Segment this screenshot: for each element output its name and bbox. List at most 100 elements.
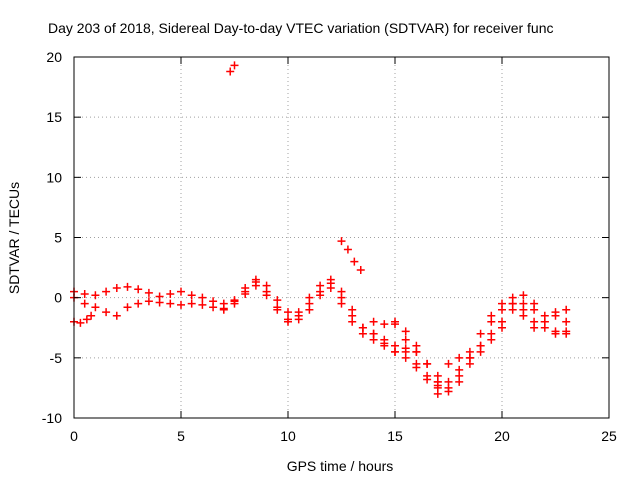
data-point xyxy=(498,323,506,332)
data-point xyxy=(476,329,485,338)
data-point xyxy=(284,308,292,317)
data-point xyxy=(519,291,528,300)
data-point xyxy=(487,335,496,344)
data-point xyxy=(187,291,196,300)
data-point xyxy=(412,363,421,372)
data-point xyxy=(102,308,111,317)
data-point xyxy=(91,303,100,312)
data-point xyxy=(230,299,239,308)
data-point xyxy=(423,375,432,384)
grid xyxy=(74,57,609,418)
data-point xyxy=(358,323,367,332)
data-point xyxy=(326,284,335,293)
data-point xyxy=(369,317,378,326)
data-point xyxy=(134,285,143,294)
data-point xyxy=(112,311,121,320)
series-segment-4 xyxy=(391,320,442,386)
data-point xyxy=(134,299,143,308)
series-segment-3 xyxy=(337,237,365,274)
data-point xyxy=(423,359,432,368)
data-point xyxy=(337,237,346,246)
data-point xyxy=(251,275,260,284)
data-point xyxy=(198,293,207,302)
data-point xyxy=(177,300,185,309)
data-point xyxy=(82,315,91,324)
data-point xyxy=(530,299,539,308)
data-point xyxy=(177,287,185,296)
data-point xyxy=(444,377,453,386)
data-layer xyxy=(70,61,571,398)
x-tick-label: 0 xyxy=(70,428,78,444)
chart-title: Day 203 of 2018, Sidereal Day-to-day VTE… xyxy=(48,20,554,36)
data-point xyxy=(498,299,506,308)
data-point xyxy=(337,299,346,308)
data-point xyxy=(551,327,560,336)
data-point xyxy=(87,311,96,320)
data-point xyxy=(348,317,357,326)
data-point xyxy=(412,347,421,356)
data-point xyxy=(562,317,571,326)
data-point xyxy=(209,303,218,312)
series-track-d xyxy=(369,299,571,392)
data-point xyxy=(350,257,359,266)
data-point xyxy=(219,305,228,314)
data-point xyxy=(155,298,164,307)
data-point xyxy=(316,291,325,300)
data-point xyxy=(273,305,282,314)
data-point xyxy=(562,305,571,314)
x-tick-label: 25 xyxy=(601,428,617,444)
data-point xyxy=(284,317,292,326)
data-point xyxy=(465,359,474,368)
data-point xyxy=(380,339,389,348)
data-point xyxy=(144,297,153,306)
x-tick-label: 15 xyxy=(387,428,403,444)
series-track-g xyxy=(455,291,571,386)
data-point xyxy=(401,327,410,336)
data-point xyxy=(540,317,549,326)
data-point xyxy=(294,315,303,324)
data-point xyxy=(391,347,399,356)
y-tick-label: 10 xyxy=(46,169,62,185)
data-point xyxy=(519,311,528,320)
data-point xyxy=(337,287,346,296)
x-tick-label: 10 xyxy=(280,428,296,444)
series-track-e xyxy=(433,293,571,380)
axes: 0 5 10 15 20 25 -10 -5 0 5 10 15 20 xyxy=(42,49,617,444)
x-tick-label: 20 xyxy=(494,428,510,444)
data-point xyxy=(380,320,389,329)
data-point xyxy=(455,365,464,374)
data-point xyxy=(508,305,517,314)
data-point xyxy=(455,377,464,386)
data-point xyxy=(273,296,282,305)
series-track-c xyxy=(219,275,421,356)
data-point xyxy=(112,284,121,293)
x-axis-label: GPS time / hours xyxy=(287,458,394,474)
data-point xyxy=(343,245,352,254)
data-point xyxy=(226,67,235,76)
data-point xyxy=(305,305,314,314)
data-point xyxy=(476,347,485,356)
data-point xyxy=(551,311,560,320)
data-point xyxy=(433,377,442,386)
data-point xyxy=(401,344,410,353)
series-segment-2 xyxy=(226,61,239,76)
x-tick-label: 5 xyxy=(177,428,185,444)
data-point xyxy=(391,320,399,329)
y-tick-label: -5 xyxy=(50,350,63,366)
data-point xyxy=(241,290,250,299)
data-point xyxy=(401,353,410,362)
y-tick-label: -10 xyxy=(42,410,62,426)
y-axis-label: SDTVAR / TECUs xyxy=(6,182,22,294)
data-point xyxy=(455,353,464,362)
data-point xyxy=(326,275,335,284)
data-point xyxy=(356,265,365,274)
data-point xyxy=(80,290,89,299)
series-track-f xyxy=(433,299,571,398)
data-point xyxy=(230,61,239,70)
data-point xyxy=(487,311,496,320)
y-tick-label: 20 xyxy=(46,49,62,65)
data-point xyxy=(198,300,207,309)
data-point xyxy=(444,359,453,368)
data-point xyxy=(562,329,571,338)
